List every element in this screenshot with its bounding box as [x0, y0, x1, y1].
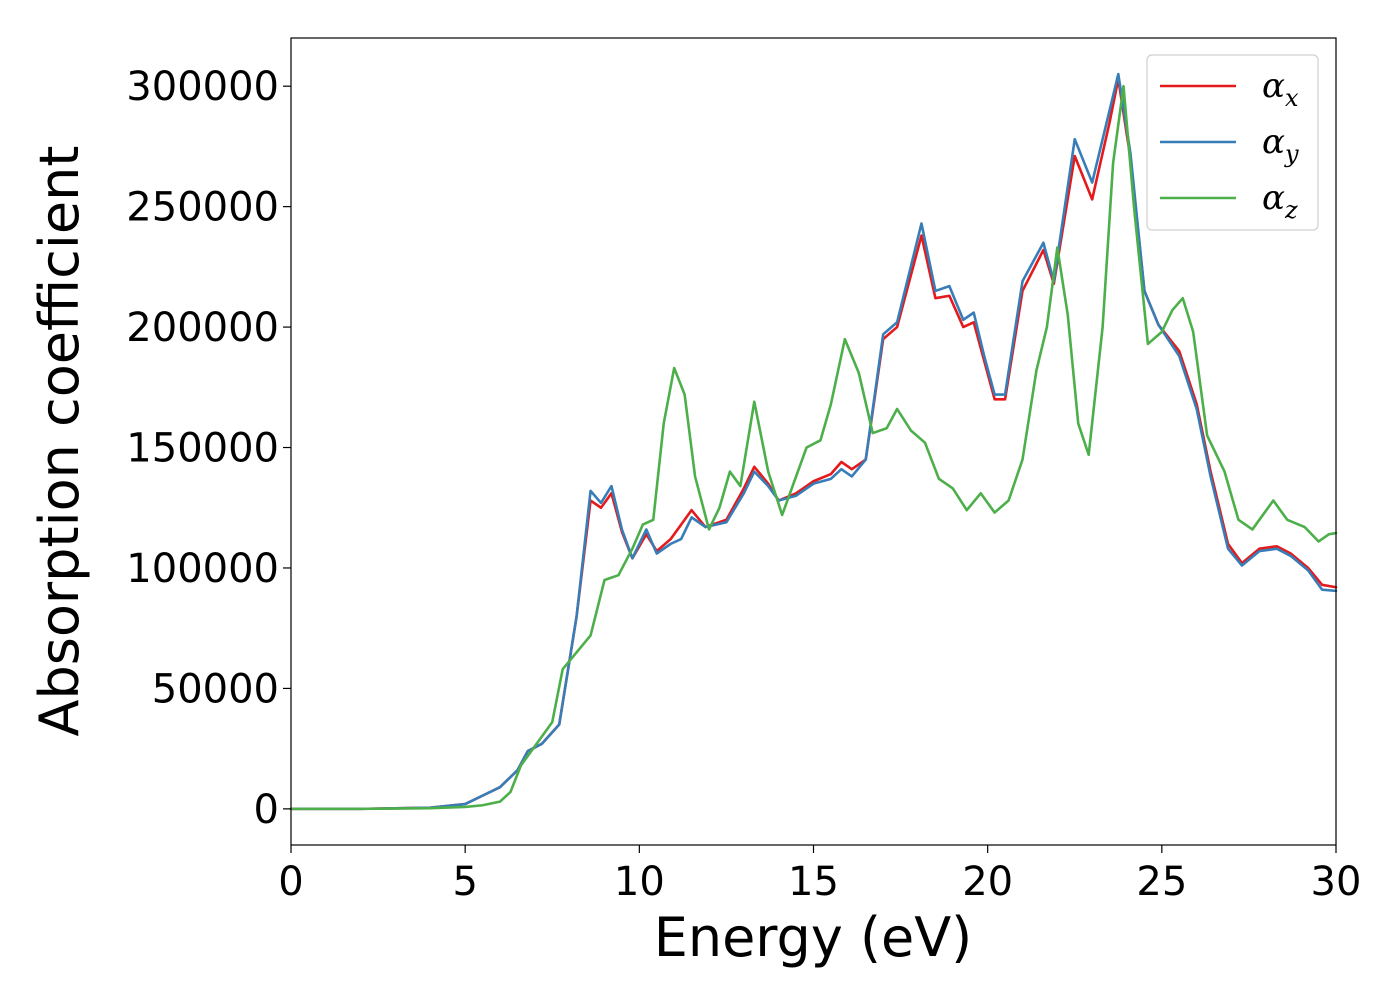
y-tick-label: 100000: [126, 546, 279, 592]
y-tick-label: 50000: [152, 666, 279, 712]
series-line-z: [289, 84, 1338, 811]
x-tick-label: 25: [1136, 859, 1187, 905]
x-tick-label: 0: [278, 859, 303, 905]
x-tick-label: 5: [452, 859, 477, 905]
y-axis-label: Absorption coefficient: [28, 146, 91, 737]
x-axis-label: Energy (eV): [654, 906, 973, 969]
y-axis-ticks: 0 50000 100000 150000 200000 250000 300000: [126, 64, 291, 833]
x-axis-ticks: 0 5 10 15 20 25 30: [278, 845, 1361, 905]
x-tick-label: 20: [962, 859, 1013, 905]
legend-label-y: αy: [1262, 122, 1299, 168]
legend-label-x: αx: [1262, 66, 1299, 112]
y-tick-label: 0: [254, 787, 279, 833]
y-tick-label: 200000: [126, 305, 279, 351]
legend-label-z: αz: [1262, 178, 1298, 224]
y-tick-label: 150000: [126, 426, 279, 472]
y-tick-label: 300000: [126, 64, 279, 110]
series-layer: [289, 72, 1338, 811]
legend: αx αy αz: [1146, 54, 1319, 231]
x-tick-label: 10: [614, 859, 665, 905]
series-line-y: [289, 72, 1338, 811]
y-tick-label: 250000: [126, 185, 279, 231]
x-tick-label: 30: [1311, 859, 1362, 905]
x-tick-label: 15: [788, 859, 839, 905]
